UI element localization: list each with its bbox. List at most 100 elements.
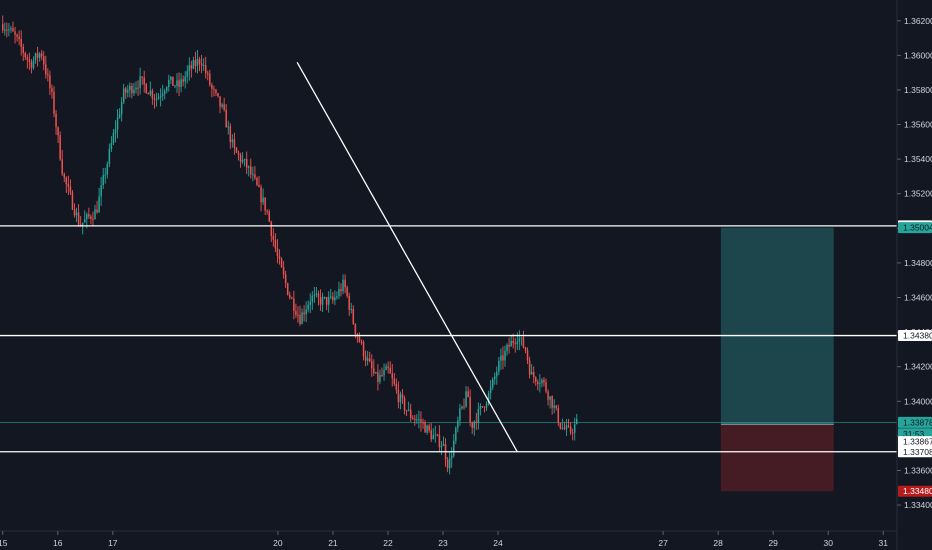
trendline[interactable]	[296, 61, 518, 453]
candle-body	[469, 397, 471, 423]
candle-body	[110, 143, 113, 149]
candle-body	[475, 421, 478, 424]
candle-body	[479, 405, 482, 409]
candle-body	[293, 298, 295, 311]
candle-body	[291, 297, 293, 299]
candle-body	[250, 166, 252, 175]
candle-body	[219, 96, 221, 107]
candle-body	[235, 147, 238, 153]
stop-zone-rect[interactable]	[720, 424, 834, 492]
candle-body	[120, 102, 123, 115]
candle-body	[448, 458, 451, 469]
time-tick-label: 30	[823, 538, 833, 548]
candle-body	[514, 343, 517, 345]
time-axis[interactable]: 15 16 17 20 21 22 23 24 27 28 29 30 31	[0, 531, 888, 548]
price-badge-label: 1.33708	[903, 447, 932, 457]
candle-body	[88, 214, 90, 217]
candle-body	[245, 159, 248, 168]
price-badge	[898, 436, 932, 448]
trendline-group[interactable]	[296, 61, 518, 453]
candle-body	[20, 39, 22, 47]
candle-body	[471, 422, 473, 428]
candle-body	[204, 65, 207, 74]
candle-body	[399, 394, 402, 403]
candle-body	[92, 218, 94, 220]
target-profit-zone[interactable]	[0, 227, 897, 492]
candle-body	[442, 444, 445, 447]
candle-body	[57, 127, 59, 136]
candle-body	[122, 88, 125, 103]
candle-body	[243, 159, 246, 161]
candle-body	[576, 419, 578, 425]
candle-body	[541, 379, 543, 384]
candle-body	[184, 76, 186, 82]
candle-body	[522, 337, 525, 348]
candle-body	[112, 133, 115, 144]
candle-body	[188, 65, 191, 72]
candle-body	[319, 297, 322, 305]
candle-body	[198, 59, 201, 64]
candle-body	[248, 166, 250, 168]
price-tick-label: 1.35400	[904, 154, 932, 164]
candle-body	[547, 391, 549, 400]
candle-body	[65, 177, 68, 185]
candle-body	[145, 84, 148, 94]
candle-body	[438, 434, 441, 448]
candle-body	[209, 73, 211, 85]
horizontal-levels[interactable]	[0, 225, 897, 453]
candle-body	[241, 159, 244, 162]
candle-body	[395, 383, 398, 390]
candle-body	[368, 358, 371, 362]
candle-body	[387, 366, 389, 368]
candle-body	[366, 358, 369, 361]
candle-body	[516, 341, 519, 344]
candle-body	[362, 342, 365, 357]
candle-body	[506, 344, 508, 351]
candle-body	[237, 152, 240, 155]
candle-body	[485, 403, 488, 408]
candle-body	[453, 440, 455, 457]
candle-body	[125, 88, 127, 93]
candle-body	[59, 135, 61, 160]
candle-body	[38, 53, 41, 58]
candle-body	[330, 296, 332, 298]
candle-body	[155, 99, 158, 101]
candle-body	[528, 360, 531, 375]
candle-body	[278, 256, 281, 259]
candle-body	[157, 97, 160, 100]
candle-body	[350, 308, 353, 310]
candle-body	[229, 126, 232, 143]
candle-body	[276, 248, 279, 257]
candle-body	[344, 279, 346, 288]
candle-body	[391, 373, 394, 379]
candle-body	[307, 304, 309, 310]
target-zone-rect[interactable]	[720, 227, 834, 425]
candle-body	[504, 350, 506, 361]
candle-body	[30, 61, 33, 69]
candle-body	[137, 87, 139, 89]
candle-body	[178, 80, 180, 87]
candle-body	[174, 85, 176, 87]
candle-body	[213, 88, 215, 90]
candle-body	[24, 53, 27, 58]
time-tick-label: 15	[0, 538, 8, 548]
candle-body	[323, 296, 326, 298]
time-tick-label: 24	[493, 538, 503, 548]
candle-body	[114, 129, 117, 134]
candle-body	[508, 344, 510, 347]
candle-body	[360, 341, 363, 343]
candle-body	[555, 405, 558, 409]
candle-body	[36, 53, 39, 58]
candle-body	[535, 377, 537, 382]
candle-body	[496, 371, 498, 377]
candle-body	[545, 382, 547, 392]
candle-body	[422, 422, 424, 424]
candle-body	[414, 419, 416, 421]
candle-body	[254, 174, 256, 179]
candle-body	[26, 57, 29, 60]
candle-body	[63, 173, 66, 178]
candle-body	[8, 29, 10, 31]
time-tick-label: 16	[53, 538, 63, 548]
price-badge-label: 1.35004	[903, 223, 932, 233]
